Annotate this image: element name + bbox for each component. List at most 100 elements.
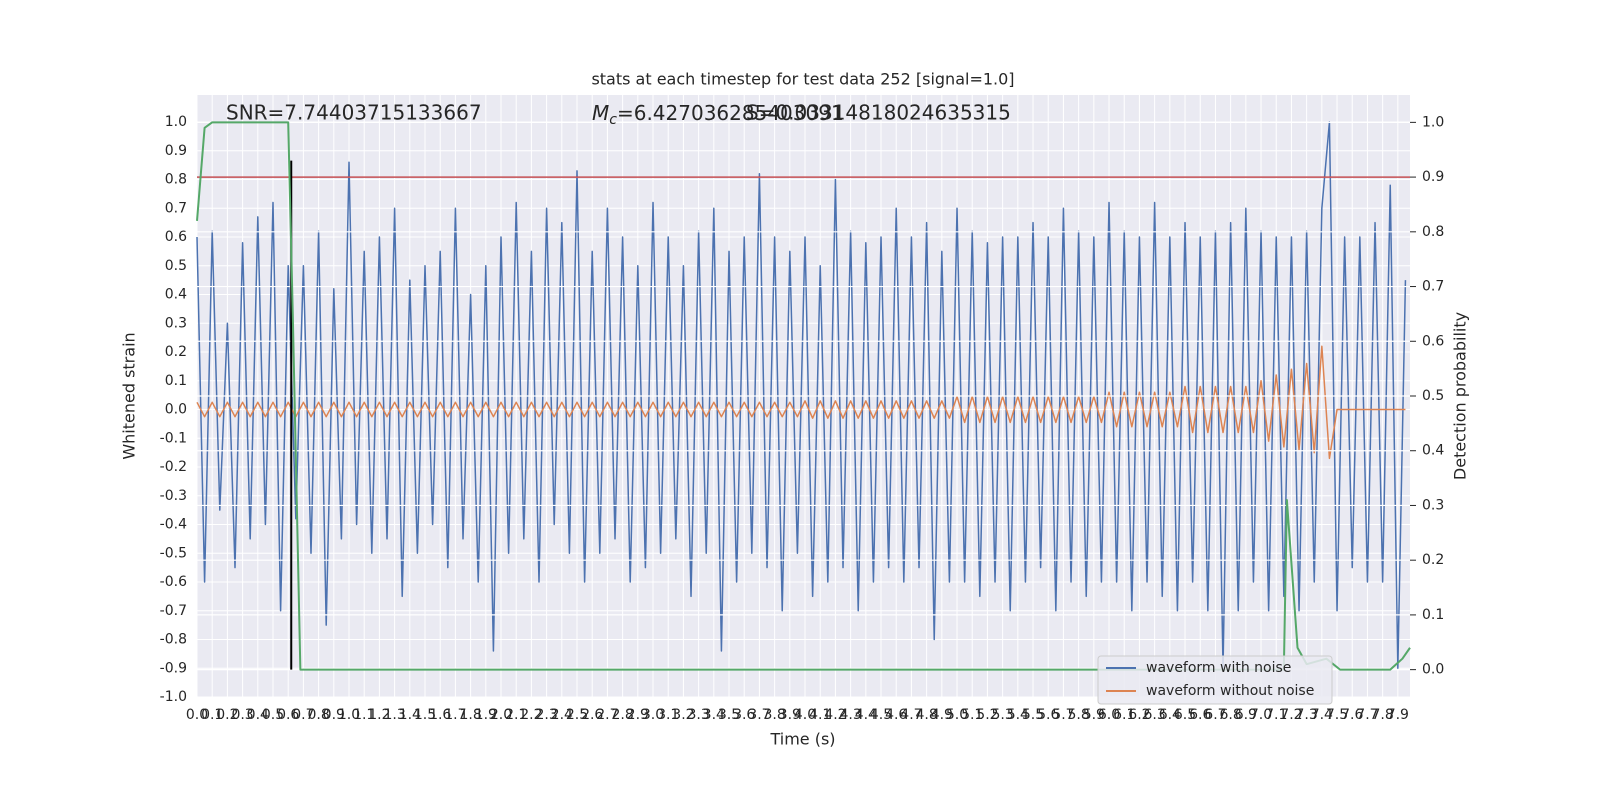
x-tick-label: 6.8 <box>1220 707 1242 723</box>
x-tick-label: 6.9 <box>1235 707 1257 723</box>
y-tick-label: 0.0 <box>165 402 187 418</box>
legend: waveform with noise waveform without nois… <box>1097 655 1333 705</box>
x-tick-label: 2.8 <box>611 707 633 723</box>
x-tick-label: 1.9 <box>475 707 497 723</box>
x-tick-label: 3.9 <box>779 707 801 723</box>
x-axis-label: Time (s) <box>769 730 835 749</box>
y-axis-label: Whitened strain <box>120 332 139 459</box>
x-tick-label: 6.1 <box>1113 707 1135 723</box>
x-tick-label: 5.2 <box>976 707 998 723</box>
y-tick-label: -0.7 <box>160 603 187 619</box>
x-tick-label: 5.0 <box>946 707 968 723</box>
y-tick-label: 0.1 <box>165 373 187 389</box>
x-tick-label: 2.3 <box>535 707 557 723</box>
x-tick-label: 3.4 <box>703 707 725 723</box>
x-tick-label: 1.0 <box>338 707 360 723</box>
x-tick-label: 7.3 <box>1296 707 1318 723</box>
x-tick-label: 0.4 <box>247 707 269 723</box>
chart-title: stats at each timestep for test data 252… <box>591 70 1014 89</box>
x-tick-label: 2.9 <box>627 707 649 723</box>
x-tick-label: 4.2 <box>824 707 846 723</box>
y-tick-label: -0.8 <box>160 632 187 648</box>
legend-label: waveform with noise <box>1146 660 1291 676</box>
y2-tick-label: 0.6 <box>1422 333 1444 349</box>
x-tick-label: 0.9 <box>323 707 345 723</box>
x-tick-label: 1.1 <box>353 707 375 723</box>
x-tick-label: 2.1 <box>505 707 527 723</box>
x-tick-label: 5.8 <box>1067 707 1089 723</box>
legend-label: waveform without noise <box>1146 683 1314 699</box>
x-tick-label: 7.6 <box>1341 707 1363 723</box>
x-tick-label: 4.6 <box>885 707 907 723</box>
x-tick-label: 0.8 <box>307 707 329 723</box>
y-tick-label: 0.5 <box>165 258 187 274</box>
y-tick-label: -0.5 <box>160 545 187 561</box>
y-tick-label: -1.0 <box>160 689 187 705</box>
y-tick-label: 0.3 <box>165 315 187 331</box>
x-tick-label: 4.3 <box>839 707 861 723</box>
y2-tick-label: 0.2 <box>1422 552 1444 568</box>
series-line <box>196 345 1406 460</box>
x-tick-label: 6.0 <box>1098 707 1120 723</box>
x-tick-label: 7.8 <box>1372 707 1394 723</box>
legend-box <box>1097 655 1333 705</box>
x-tick-label: 0.7 <box>292 707 314 723</box>
x-tick-label: 5.5 <box>1022 707 1044 723</box>
x-tick-label: 0.1 <box>201 707 223 723</box>
y-tick-label: 0.9 <box>165 143 187 159</box>
x-tick-label: 6.5 <box>1174 707 1196 723</box>
x-tick-label: 2.6 <box>581 707 603 723</box>
annotation: Mc=6.427036285403091 <box>592 101 844 129</box>
y-tick-label: 0.8 <box>165 172 187 188</box>
x-tick-label: 3.0 <box>642 707 664 723</box>
x-tick-label: 4.9 <box>931 707 953 723</box>
marks <box>196 121 1407 669</box>
x-tick-label: 1.2 <box>368 707 390 723</box>
x-tick-label: 2.0 <box>490 707 512 723</box>
x-tick-label: 4.8 <box>915 707 937 723</box>
x-tick-label: 4.5 <box>870 707 892 723</box>
x-tick-label: 5.4 <box>1007 707 1029 723</box>
x-tick-label: 3.8 <box>763 707 785 723</box>
x-tick-label: 2.4 <box>551 707 573 723</box>
x-tick-label: 0.6 <box>277 707 299 723</box>
x-tick-label: 1.7 <box>444 707 466 723</box>
x-tick-label: 3.3 <box>687 707 709 723</box>
series-line <box>196 121 1407 669</box>
x-tick-label: 4.0 <box>794 707 816 723</box>
y-tick-label: 1.0 <box>165 114 187 130</box>
marks <box>196 121 1411 671</box>
x-tick-label: 6.7 <box>1204 707 1226 723</box>
y-tick-label: 0.6 <box>165 229 187 245</box>
x-tick-label: 6.4 <box>1159 707 1181 723</box>
y-tick-label: -0.9 <box>160 660 187 676</box>
x-tick-label: 0.0 <box>186 707 208 723</box>
y-tick-label: -0.1 <box>160 430 187 446</box>
x-tick-label: 5.3 <box>991 707 1013 723</box>
y-tick-label: -0.3 <box>160 488 187 504</box>
x-tick-label: 4.1 <box>809 707 831 723</box>
y2-tick-label: 0.4 <box>1422 443 1444 459</box>
y2-tick-label: 0.8 <box>1422 224 1444 240</box>
x-tick-label: 7.1 <box>1265 707 1287 723</box>
y2-tick-label: 0.3 <box>1422 497 1444 513</box>
x-tick-label: 1.4 <box>399 707 421 723</box>
y-tick-label: -0.4 <box>160 517 187 533</box>
y2-tick-label: 0.5 <box>1422 388 1444 404</box>
x-tick-label: 3.5 <box>718 707 740 723</box>
x-tick-label: 7.5 <box>1326 707 1348 723</box>
x-tick-label: 3.2 <box>672 707 694 723</box>
y-tick-label: 0.4 <box>165 287 187 303</box>
x-tick-label: 7.2 <box>1280 707 1302 723</box>
annotation-symbol: M <box>592 101 609 125</box>
y2-tick-label: 0.1 <box>1422 607 1444 623</box>
y-tick-label: 0.2 <box>165 344 187 360</box>
x-tick-label: 7.4 <box>1311 707 1333 723</box>
x-tick-label: 3.1 <box>657 707 679 723</box>
x-tick-label: 0.5 <box>262 707 284 723</box>
x-tick-label: 0.3 <box>231 707 253 723</box>
y-tick-label: 0.7 <box>165 200 187 216</box>
x-tick-label: 0.2 <box>216 707 238 723</box>
x-tick-label: 3.7 <box>748 707 770 723</box>
